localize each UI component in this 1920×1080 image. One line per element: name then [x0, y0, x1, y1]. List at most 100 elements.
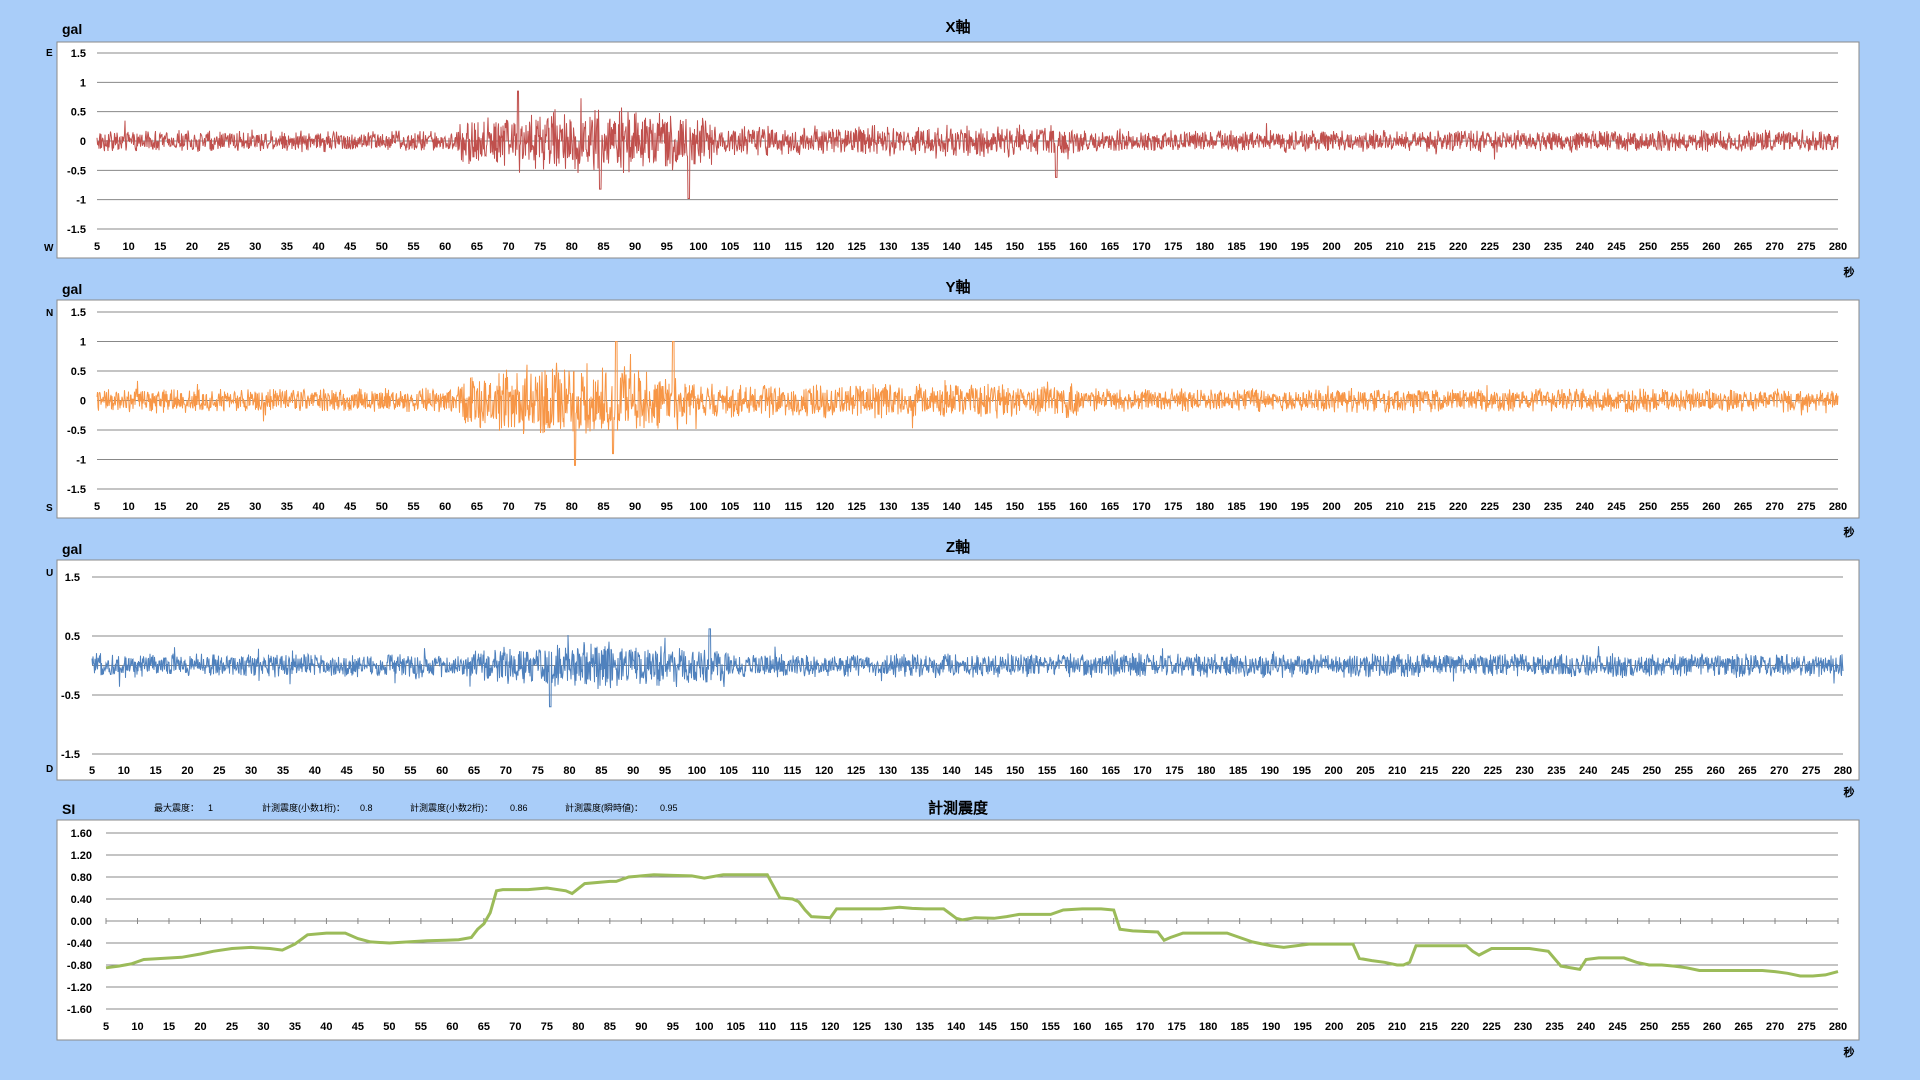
y-tick-label: -1.5: [67, 484, 86, 496]
x-tick-label: 160: [1069, 501, 1087, 513]
x-tick-label: 270: [1766, 501, 1784, 513]
x-tick-label: 25: [217, 241, 229, 253]
x-tick-label: 15: [154, 241, 166, 253]
x-tick-label: 65: [468, 765, 480, 777]
seismic-intensity-chart: 計測震度 SI 秒 最大震度： 1 計測震度(小数1桁)： 0.8 計測震度(小…: [56, 799, 1860, 1059]
x-tick-label: 200: [1325, 1021, 1343, 1033]
x-tick-label: 165: [1101, 241, 1119, 253]
z-chart-gridlines: [92, 576, 1843, 755]
x-tick-label: 40: [312, 241, 324, 253]
x-tick-label: 25: [213, 765, 225, 777]
z-chart-dir-top: U: [46, 568, 53, 579]
x-tick-label: 195: [1291, 241, 1309, 253]
x-tick-label: 95: [661, 501, 673, 513]
x-tick-label: 120: [816, 241, 834, 253]
x-tick-label: 95: [659, 765, 671, 777]
x-tick-label: 75: [532, 765, 544, 777]
x-tick-label: 215: [1419, 1021, 1437, 1033]
x-tick-label: 245: [1607, 501, 1625, 513]
x-tick-label: 60: [439, 501, 451, 513]
x-tick-label: 180: [1197, 765, 1215, 777]
x-tick-label: 165: [1102, 765, 1120, 777]
x-tick-label: 155: [1042, 1021, 1060, 1033]
x-tick-label: 125: [853, 1021, 871, 1033]
x-tick-label: 65: [471, 241, 483, 253]
x-tick-label: 145: [974, 241, 992, 253]
x-tick-label: 15: [154, 501, 166, 513]
x-tick-label: 205: [1354, 501, 1372, 513]
y-tick-label: -1.5: [61, 749, 80, 761]
x-tick-label: 225: [1484, 765, 1502, 777]
x-tick-label: 185: [1230, 1021, 1248, 1033]
y-chart-x-ticks: 5 10 15 20 25 30 35 40 45 50 55 60 65 70 75 80 85 90 95 100…: [94, 501, 1847, 513]
max-intensity-value: 1: [208, 803, 213, 813]
z-chart-dir-bottom: D: [46, 764, 53, 775]
y-tick-label: -1.20: [67, 982, 92, 994]
x-tick-label: 240: [1577, 1021, 1595, 1033]
x-tick-label: 115: [784, 765, 802, 777]
x-tick-label: 120: [815, 765, 833, 777]
x-tick-label: 150: [1006, 241, 1024, 253]
x-tick-label: 185: [1227, 241, 1245, 253]
x-tick-label: 275: [1797, 1021, 1815, 1033]
x-tick-label: 190: [1259, 501, 1277, 513]
x-tick-label: 70: [509, 1021, 521, 1033]
x-tick-label: 95: [667, 1021, 679, 1033]
x-tick-label: 125: [848, 501, 866, 513]
y-tick-label: 1.5: [71, 48, 86, 60]
x-tick-label: 50: [376, 501, 388, 513]
x-tick-label: 230: [1512, 501, 1530, 513]
x-tick-label: 275: [1797, 501, 1815, 513]
x-tick-label: 245: [1607, 241, 1625, 253]
x-tick-label: 55: [404, 765, 416, 777]
intensity-instant-value: 0.95: [660, 803, 678, 813]
z-chart-ylabel: gal: [62, 541, 82, 557]
x-tick-label: 200: [1322, 241, 1340, 253]
x-tick-label: 185: [1227, 501, 1245, 513]
x-tick-label: 175: [1168, 1021, 1186, 1033]
x-tick-label: 160: [1069, 241, 1087, 253]
x-tick-label: 125: [847, 765, 865, 777]
x-tick-label: 130: [879, 241, 897, 253]
x-tick-label: 65: [478, 1021, 490, 1033]
x-tick-label: 225: [1481, 501, 1499, 513]
x-tick-label: 170: [1132, 241, 1150, 253]
x-tick-label: 10: [123, 241, 135, 253]
y-tick-label: 0: [80, 396, 86, 408]
x-tick-label: 130: [879, 501, 897, 513]
x-tick-label: 45: [341, 765, 353, 777]
x-tick-label: 85: [604, 1021, 616, 1033]
x-tick-label: 225: [1482, 1021, 1500, 1033]
x-tick-label: 30: [245, 765, 257, 777]
x-tick-label: 5: [89, 765, 95, 777]
x-tick-label: 170: [1136, 1021, 1154, 1033]
x-tick-label: 110: [752, 765, 770, 777]
x-tick-label: 265: [1734, 1021, 1752, 1033]
x-tick-label: 245: [1608, 1021, 1626, 1033]
x-tick-label: 165: [1105, 1021, 1123, 1033]
y-tick-label: -0.80: [67, 960, 92, 972]
x-tick-label: 155: [1037, 241, 1055, 253]
x-tick-label: 220: [1449, 501, 1467, 513]
x-tick-label: 35: [289, 1021, 301, 1033]
x-tick-label: 215: [1420, 765, 1438, 777]
x-tick-label: 240: [1576, 241, 1594, 253]
x-tick-label: 20: [186, 501, 198, 513]
x-tick-label: 85: [595, 765, 607, 777]
y-tick-label: -1.5: [67, 224, 86, 236]
x-tick-label: 250: [1639, 241, 1657, 253]
x-tick-label: 205: [1354, 241, 1372, 253]
x-tick-label: 175: [1165, 765, 1183, 777]
y-chart-area: [56, 299, 1860, 519]
y-tick-label: 0.5: [71, 366, 86, 378]
x-tick-label: 35: [281, 241, 293, 253]
x-tick-label: 10: [123, 501, 135, 513]
y-tick-label: 0.00: [71, 916, 92, 928]
x-tick-label: 155: [1038, 765, 1056, 777]
x-tick-label: 150: [1006, 765, 1024, 777]
z-chart-series-line: [91, 628, 1844, 708]
x-tick-label: 100: [689, 241, 707, 253]
x-tick-label: 25: [217, 501, 229, 513]
x-tick-label: 220: [1449, 241, 1467, 253]
x-tick-label: 15: [163, 1021, 175, 1033]
